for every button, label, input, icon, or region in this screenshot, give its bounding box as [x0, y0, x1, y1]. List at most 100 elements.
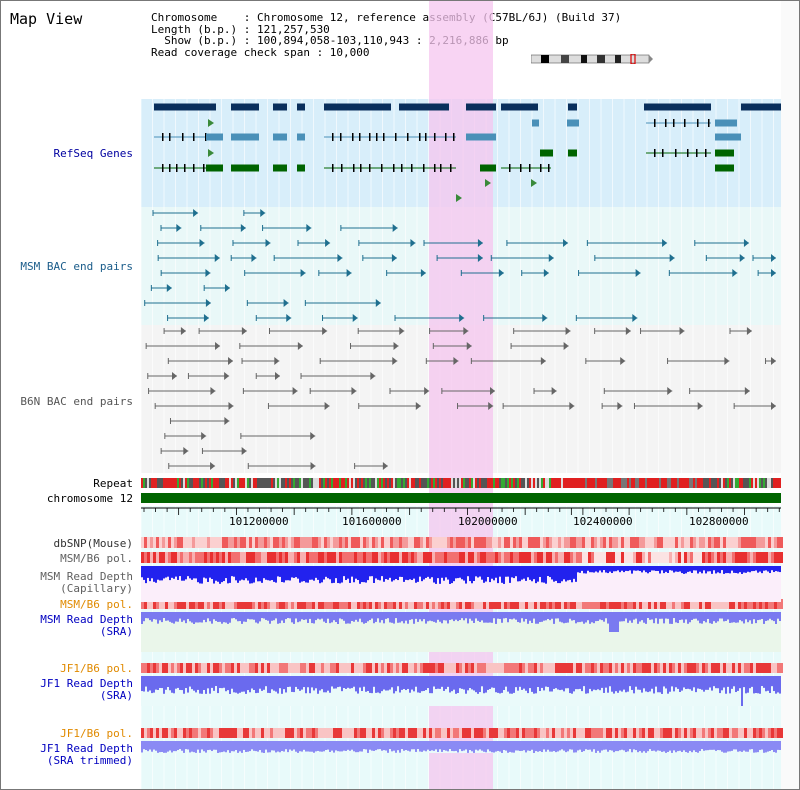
- repeat-cell: [391, 478, 393, 488]
- heat-cell: [438, 552, 441, 563]
- repeat-cell: [561, 478, 563, 488]
- repeat-cell: [177, 478, 179, 488]
- depth-bar: [569, 612, 571, 619]
- gene-exon-tick: [684, 119, 686, 127]
- jf1-depth-trim-label[interactable]: JF1 Read Depth: [40, 742, 133, 755]
- dbsnp-label[interactable]: dbSNP(Mouse): [53, 537, 133, 550]
- depth-bar: [679, 676, 681, 692]
- heat-cell: [408, 537, 411, 548]
- depth-bar: [471, 566, 473, 584]
- repeat-cell: [557, 478, 559, 488]
- depth-bar: [527, 741, 529, 751]
- heat-cell: [663, 537, 666, 548]
- repeat-cell: [603, 478, 605, 488]
- heat-cell: [564, 537, 567, 548]
- msm-depth-sra-label[interactable]: MSM Read Depth: [40, 613, 133, 626]
- repeat-cell: [325, 478, 327, 488]
- msm-b6-pol-label[interactable]: MSM/B6 pol.: [60, 552, 133, 565]
- depth-bar: [279, 676, 281, 689]
- depth-bar: [411, 676, 413, 690]
- heat-cell: [495, 552, 498, 563]
- msm-depth-cap-label[interactable]: MSM Read Depth: [40, 570, 133, 583]
- refseq-genes-label[interactable]: RefSeq Genes: [53, 147, 133, 160]
- heat-cell: [420, 599, 423, 609]
- depth-bar: [553, 612, 555, 624]
- msm-b6-pol-sra-label[interactable]: MSM/B6 pol.: [60, 598, 133, 611]
- depth-bar: [491, 566, 493, 579]
- depth-bar: [275, 566, 277, 583]
- depth-bar: [573, 612, 575, 621]
- repeat-cell: [237, 478, 239, 488]
- heat-cell: [561, 552, 564, 563]
- right-gutter: [781, 1, 799, 789]
- depth-bar: [649, 566, 651, 573]
- depth-bar: [173, 566, 175, 579]
- depth-bar: [335, 566, 337, 579]
- heat-cell: [321, 663, 324, 673]
- b6n-bac-pair-end: [274, 372, 280, 380]
- repeat-cell: [291, 478, 293, 488]
- depth-bar: [683, 566, 685, 574]
- heat-cell: [693, 728, 696, 738]
- repeat-cell: [529, 478, 531, 488]
- depth-bar: [153, 566, 155, 582]
- chromosome-ideogram[interactable]: [531, 54, 653, 64]
- depth-bar: [475, 676, 477, 693]
- heat-cell: [270, 537, 273, 548]
- depth-bar: [571, 612, 573, 621]
- msm-bac-pair-end: [391, 254, 397, 262]
- heat-cell: [393, 663, 396, 673]
- depth-bar: [553, 566, 555, 582]
- repeat-cell: [625, 478, 627, 488]
- heat-cell: [450, 537, 453, 548]
- depth-bar: [705, 676, 707, 690]
- repeat-cell: [675, 478, 677, 488]
- depth-bar: [419, 741, 421, 752]
- heat-cell: [774, 728, 777, 738]
- heat-cell: [270, 728, 273, 738]
- jf1-b6-pol-trim-label[interactable]: JF1/B6 pol.: [60, 727, 133, 740]
- depth-bar: [599, 676, 601, 691]
- depth-bar: [203, 566, 205, 578]
- repeat-cell: [157, 478, 159, 488]
- depth-bar: [263, 741, 265, 753]
- heat-cell: [768, 552, 771, 563]
- depth-bar: [315, 612, 317, 621]
- depth-bar: [525, 676, 527, 691]
- b6n-bac-pair-end: [540, 357, 546, 365]
- jf1-depth-sra-label[interactable]: JF1 Read Depth: [40, 677, 133, 690]
- heat-cell: [255, 663, 258, 673]
- heat-cell: [768, 537, 771, 548]
- heat-cell: [594, 728, 597, 738]
- heat-cell: [222, 537, 225, 548]
- depth-bar: [361, 741, 363, 752]
- jf1-b6-pol-label[interactable]: JF1/B6 pol.: [60, 662, 133, 675]
- depth-bar: [351, 676, 353, 689]
- depth-bar: [255, 566, 257, 578]
- repeat-cell: [295, 478, 297, 488]
- depth-bar: [347, 741, 349, 750]
- depth-bar: [177, 741, 179, 751]
- b6n-bac-label[interactable]: B6N BAC end pairs: [20, 395, 133, 408]
- msm-bac-label[interactable]: MSM BAC end pairs: [20, 260, 133, 273]
- depth-bar: [541, 612, 543, 622]
- gene-exon-tick: [193, 133, 195, 141]
- heat-cell: [147, 599, 150, 609]
- heat-cell: [420, 552, 423, 563]
- repeat-cell: [189, 478, 191, 488]
- repeat-cell: [451, 478, 453, 488]
- depth-bar: [209, 566, 211, 578]
- heat-cell: [240, 663, 243, 673]
- repeat-cell: [743, 478, 745, 488]
- heat-cell: [711, 537, 714, 548]
- repeat-label[interactable]: Repeat: [93, 477, 133, 490]
- repeat-cell: [441, 478, 443, 488]
- heat-cell: [369, 552, 372, 563]
- depth-bar: [213, 612, 215, 620]
- depth-bar: [331, 612, 333, 623]
- depth-bar: [405, 612, 407, 621]
- heat-cell: [165, 599, 168, 609]
- heat-cell: [270, 552, 273, 563]
- repeat-cell: [691, 478, 693, 488]
